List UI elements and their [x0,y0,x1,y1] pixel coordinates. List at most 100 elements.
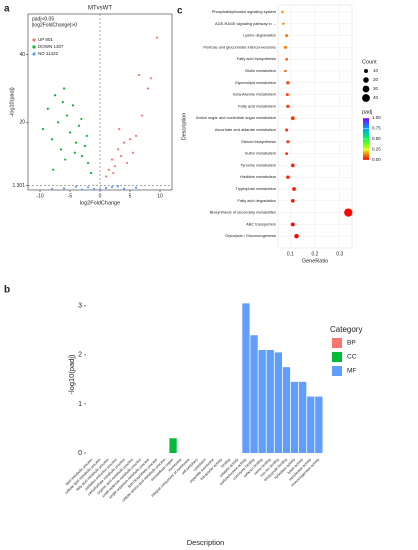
point [137,73,141,77]
point [50,187,54,191]
point [74,185,78,188]
dot [285,93,289,97]
bar [250,335,258,453]
point [68,131,72,134]
legend-swatch [32,45,36,49]
legend-title: Category [330,325,362,334]
point [122,141,126,144]
point [59,148,63,151]
legend-label: 40 [373,95,379,100]
x-axis-label: GeneRatio [302,258,328,264]
point [89,171,93,175]
point [65,114,69,117]
dot [285,34,289,38]
y-axis-label: Description [181,113,187,141]
point [83,144,87,148]
point [61,100,64,104]
point [118,127,121,131]
point [122,187,126,190]
legend-label: 0.25 [372,147,381,152]
bar [290,381,299,453]
legend-size [364,69,368,73]
y-tick-label: ABC transporters [246,221,276,226]
y-tick-label: AGE-RAGE signaling pathway in ... [215,21,276,26]
legend-swatch [32,52,36,56]
point [41,127,45,131]
bar [169,438,177,453]
y-tick-label: Ascorbate and aldarate metabolism [215,127,276,132]
point [110,158,114,161]
x-tick-label: -10 [36,193,43,199]
dot [285,128,289,132]
point [134,134,138,137]
point [98,188,102,191]
point [92,187,96,191]
x-tick-label: 0.3 [336,251,343,257]
y-tick-label: Tyrosine metabolism [240,162,276,167]
chart-title: MTvsWT [88,6,112,12]
y-tick-label: 2 [78,352,82,359]
point [62,87,66,90]
point [104,186,108,190]
dot [294,233,299,239]
bar [307,396,315,453]
point [86,161,90,165]
point [46,107,49,110]
y-tick-label: 3 [78,303,82,310]
point [104,175,108,178]
point [53,94,57,97]
panel-label: c [177,6,183,17]
legend-size [363,77,369,83]
y-tick-label: Biotin metabolism [245,68,276,73]
bar [266,349,274,453]
y-tick-label: Lysine degradation [243,33,276,38]
legend-label: 0.50 [372,136,381,141]
y-tick-label: 0 [78,450,82,457]
point [107,168,111,171]
legend-label: 10 [373,68,379,73]
y-tick-label: Glycolysis / Gluconeogenesis [225,233,276,238]
dot [290,222,295,227]
dot [284,69,287,73]
dot [290,163,295,168]
legend-swatch [332,366,342,376]
y-tick-label: Tryptophan metabolism [235,186,276,191]
x-tick-label: 0.1 [287,251,294,257]
dot [290,116,295,121]
y-tick-label: Histidine metabolism [240,174,276,179]
dot [286,140,290,144]
x-tick-label: 0 [99,193,102,199]
legend-label: UP 801 [38,37,53,42]
legend-title: Count [362,59,377,65]
point [56,121,60,124]
dot [285,152,289,155]
panel-label: a [4,4,10,15]
point [146,87,150,90]
dot [283,45,287,49]
dot [282,22,285,26]
y-tick-label: Amino sugar and nucleotide sugar metabol… [196,115,276,120]
point [52,168,55,171]
y-tick-label: Steroid biosynthesis [241,139,276,144]
dot [286,175,290,179]
point [116,148,120,151]
bar [274,352,282,453]
legend-label: MF [347,368,356,375]
legend-label: BP [347,340,356,347]
legend-title: |log2FoldChange|>0 [32,22,77,28]
point [112,171,115,175]
point [140,114,144,117]
point [119,155,123,158]
point [80,155,84,158]
legend-size [362,94,370,102]
point [128,138,132,141]
legend-label: 0.75 [372,126,381,131]
point [85,134,88,137]
point [113,165,117,168]
point [86,186,90,189]
y-tick-label: 20 [19,120,25,126]
point [64,158,67,161]
dot [344,208,353,217]
point [80,117,83,121]
y-tick-label: 1.301 [12,183,25,189]
